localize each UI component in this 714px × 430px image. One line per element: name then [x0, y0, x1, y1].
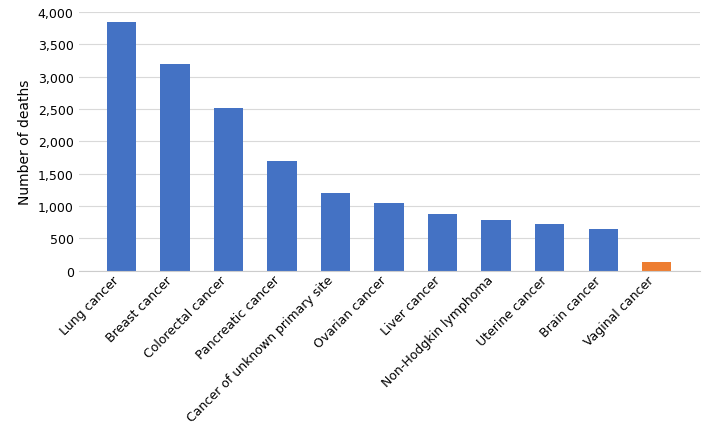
Bar	[535, 224, 565, 271]
Bar	[481, 221, 511, 271]
Bar	[321, 194, 351, 271]
Bar	[374, 203, 404, 271]
Bar	[267, 161, 297, 271]
Bar	[642, 262, 671, 271]
Bar	[588, 229, 618, 271]
Bar	[213, 108, 243, 271]
Bar	[107, 22, 136, 271]
Bar	[161, 64, 190, 271]
Bar	[428, 215, 458, 271]
Y-axis label: Number of deaths: Number of deaths	[19, 80, 32, 204]
